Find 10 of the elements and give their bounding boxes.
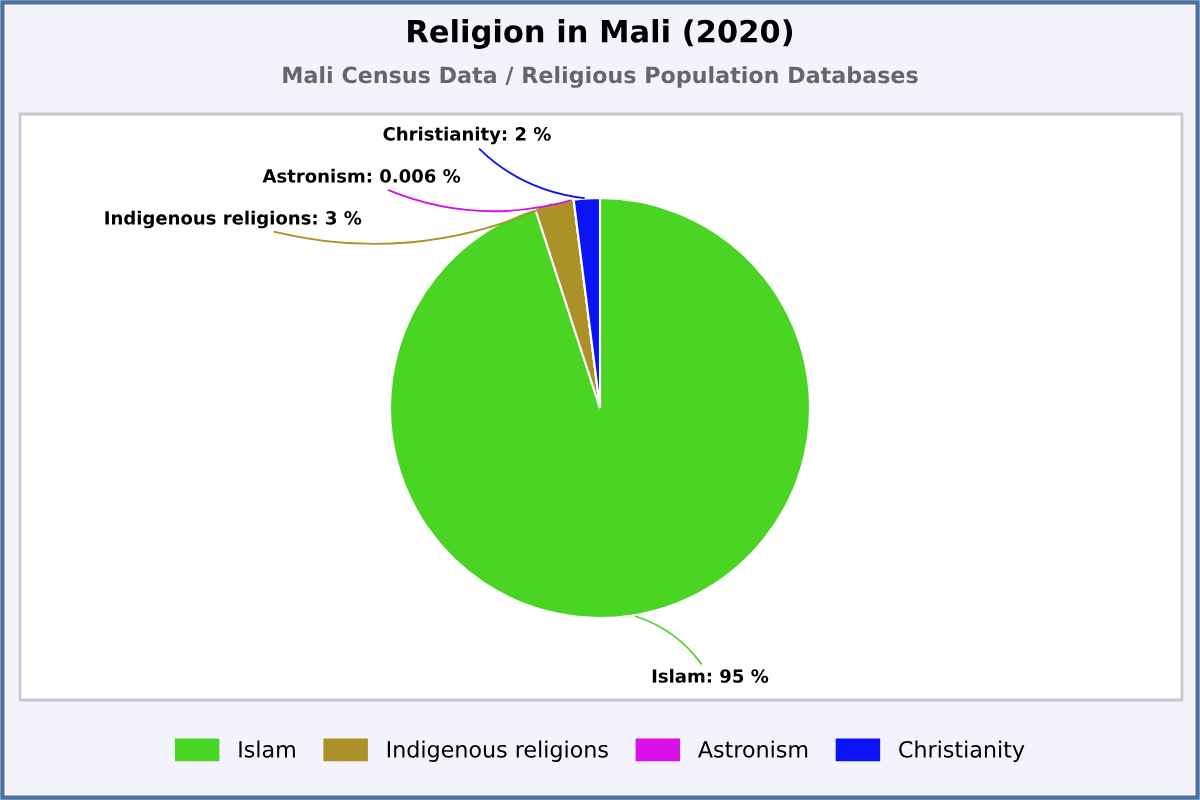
legend-label: Islam bbox=[239, 740, 295, 758]
chart-title: Religion in Mali (2020) bbox=[408, 19, 793, 49]
data-label: Astronism: 0.006 % bbox=[262, 168, 461, 183]
data-label: Christianity: 2 % bbox=[383, 126, 551, 145]
data-label: Indigenous religions: 3 % bbox=[105, 210, 362, 229]
legend-label: Astronism bbox=[698, 740, 808, 758]
data-label: Islam: 95 % bbox=[652, 668, 769, 683]
legend-label: Indigenous religions bbox=[387, 740, 608, 762]
chart-subtitle: Mali Census Data / Religious Population Databases bbox=[283, 66, 918, 88]
legend-label: Christianity bbox=[899, 740, 1025, 762]
